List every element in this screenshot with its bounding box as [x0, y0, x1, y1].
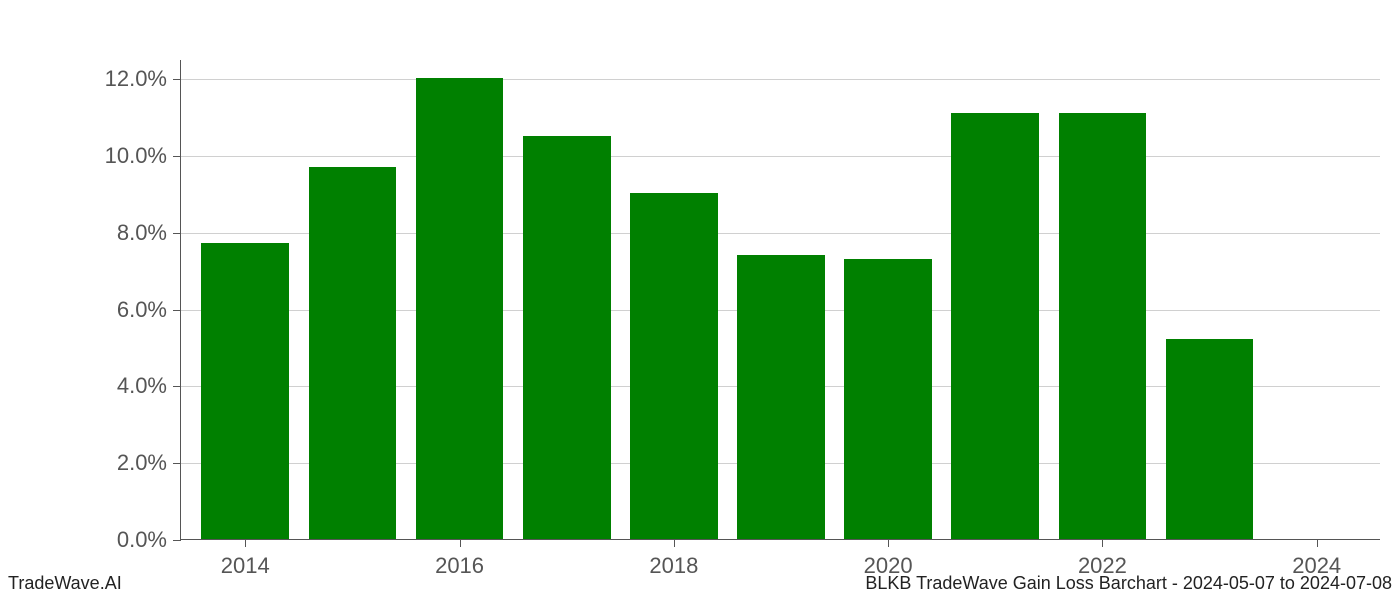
footer-right-text: BLKB TradeWave Gain Loss Barchart - 2024…: [865, 573, 1392, 594]
grid-line: [181, 156, 1380, 157]
bar: [416, 78, 504, 539]
bar: [201, 243, 289, 539]
y-tick-label: 2.0%: [117, 450, 181, 476]
y-tick-label: 10.0%: [105, 143, 181, 169]
bar: [1059, 113, 1147, 539]
chart-container: 0.0% 2.0% 4.0% 6.0% 8.0% 10.0% 12.0% 2014 2016 20…: [0, 0, 1400, 600]
bar: [630, 193, 718, 539]
bar: [844, 259, 932, 539]
plot-area: 0.0%2.0%4.0%6.0%8.0%10.0%12.0%2014201620…: [180, 60, 1380, 540]
y-tick-label: 6.0%: [117, 297, 181, 323]
y-tick-label: 4.0%: [117, 373, 181, 399]
x-tick-label: 2018: [649, 539, 698, 579]
y-tick-label: 0.0%: [117, 527, 181, 553]
bar: [951, 113, 1039, 539]
x-tick-label: 2014: [221, 539, 270, 579]
bar: [309, 167, 397, 539]
bar: [523, 136, 611, 539]
footer-left-text: TradeWave.AI: [8, 573, 122, 594]
bar: [1166, 339, 1254, 539]
y-tick-label: 12.0%: [105, 66, 181, 92]
bar: [737, 255, 825, 539]
x-tick-label: 2016: [435, 539, 484, 579]
y-tick-label: 8.0%: [117, 220, 181, 246]
grid-line: [181, 79, 1380, 80]
